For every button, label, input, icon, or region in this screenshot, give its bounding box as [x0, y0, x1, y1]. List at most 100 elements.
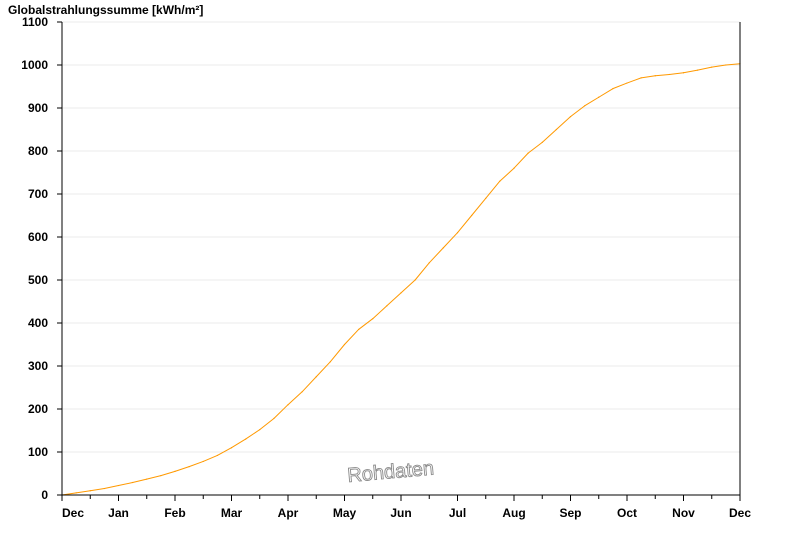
y-tick-label: 600	[28, 230, 48, 244]
data-point	[640, 77, 642, 79]
series-segment	[683, 69, 699, 74]
data-point	[485, 197, 487, 199]
data-point	[584, 105, 586, 107]
series-segment	[711, 64, 727, 68]
series-segment	[570, 105, 586, 118]
series-segment	[725, 63, 741, 66]
x-tick-label: Apr	[278, 506, 299, 520]
data-point	[315, 376, 317, 378]
data-point	[569, 116, 572, 118]
series-segment	[259, 417, 275, 431]
x-tick-label: Feb	[164, 506, 185, 520]
series-segment	[132, 478, 148, 484]
series-segment	[202, 454, 218, 462]
series-segment	[216, 447, 232, 456]
data-point	[612, 88, 614, 90]
data-point	[654, 75, 656, 77]
data-point	[301, 391, 303, 393]
data-point	[103, 487, 105, 490]
data-point	[372, 318, 374, 320]
series-segment	[428, 247, 444, 264]
data-point	[174, 470, 176, 472]
data-point	[725, 64, 727, 66]
y-tick-label: 500	[28, 273, 48, 287]
data-point	[358, 328, 360, 331]
series-segment	[188, 460, 204, 468]
ticks: 0 100 200 300 400 500 600 700 800 900 1000 1100 Dec J…	[21, 15, 751, 520]
data-point	[273, 417, 275, 420]
y-tick-label: 1000	[21, 58, 48, 72]
data-point	[386, 305, 388, 307]
series-segment	[485, 180, 501, 199]
y-axis-title: Globalstrahlungssumme [kWh/m²]	[8, 3, 203, 17]
series-segment	[287, 391, 303, 406]
data-point	[259, 429, 261, 431]
data-point	[216, 454, 218, 457]
data-point	[202, 460, 204, 463]
series-segment	[541, 129, 557, 143]
x-tick-label: Jan	[108, 506, 129, 520]
data-point	[527, 152, 529, 154]
y-tick-label: 100	[28, 445, 48, 459]
series-segment	[668, 72, 684, 75]
data-point	[682, 72, 685, 74]
data-point	[456, 232, 459, 234]
data-point	[146, 478, 148, 480]
data-point	[245, 438, 247, 440]
data-point	[697, 69, 699, 71]
series-segment	[273, 404, 289, 419]
series-segment	[527, 141, 543, 154]
data-point	[471, 214, 473, 217]
series-segment	[654, 73, 670, 77]
series-segment	[414, 262, 430, 281]
data-point	[499, 180, 501, 182]
series-segment	[697, 66, 713, 71]
series-segment	[612, 82, 628, 90]
series-segment	[118, 482, 134, 487]
data-point	[711, 66, 713, 68]
series-segment	[372, 305, 388, 320]
y-tick-label: 300	[28, 359, 48, 373]
x-tick-label: Oct	[617, 506, 637, 520]
series-segment	[499, 167, 515, 182]
grid	[62, 21, 740, 453]
series-segment	[358, 318, 374, 330]
plot-area	[61, 63, 741, 496]
data-point	[117, 484, 120, 487]
data-point	[442, 247, 444, 249]
x-tick-label: Sep	[559, 506, 581, 520]
data-point	[598, 96, 600, 98]
x-tick-label: Dec	[729, 506, 751, 520]
data-point	[555, 128, 557, 131]
x-tick-label: May	[333, 506, 357, 520]
y-tick-label: 200	[28, 402, 48, 416]
series-segment	[513, 152, 529, 169]
data-point	[89, 490, 91, 492]
y-tick-label: 900	[28, 101, 48, 115]
series-segment	[598, 88, 614, 98]
x-tick-label: Aug	[502, 506, 525, 520]
data-point	[400, 292, 402, 294]
data-point	[343, 343, 346, 346]
series-segment	[315, 361, 331, 378]
x-tick-label: Nov	[672, 506, 695, 520]
x-tick-label: Jun	[390, 506, 411, 520]
series-segment	[386, 292, 402, 307]
series-segment	[471, 197, 487, 216]
series-line	[61, 63, 741, 496]
series-segment	[640, 75, 656, 79]
series-segment	[344, 328, 360, 345]
data-point	[541, 141, 543, 143]
y-tick-label: 800	[28, 144, 48, 158]
series-segment	[301, 376, 317, 393]
y-tick-label: 1100	[22, 15, 48, 29]
series-segment	[160, 470, 176, 477]
series-segment	[174, 466, 190, 472]
x-tick-label: Dec	[62, 506, 84, 520]
series-segment	[103, 485, 119, 490]
series-segment	[245, 429, 261, 440]
x-tick-label: Mar	[221, 506, 243, 520]
data-point	[188, 466, 190, 468]
